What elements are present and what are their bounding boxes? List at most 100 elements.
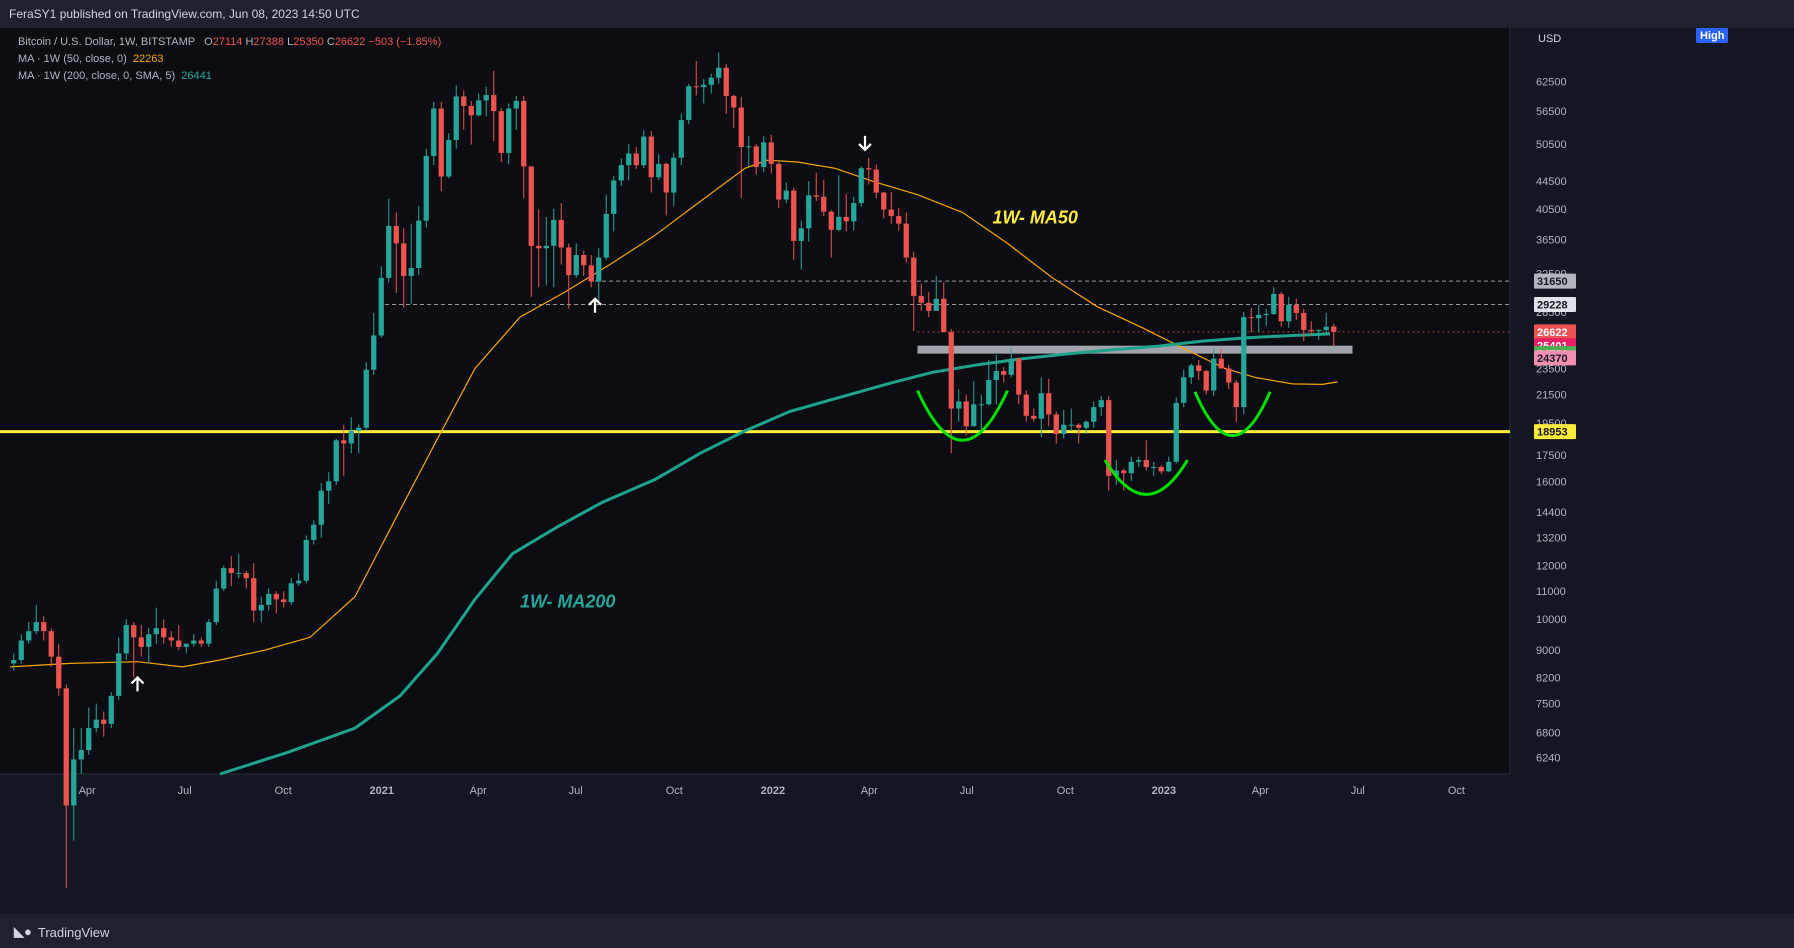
candle-body bbox=[843, 216, 849, 222]
candle-body bbox=[213, 588, 219, 623]
price-axis-panel bbox=[1510, 28, 1794, 914]
candle-body bbox=[791, 190, 797, 241]
candle bbox=[978, 394, 984, 433]
candle-body bbox=[521, 100, 527, 167]
candle bbox=[393, 212, 399, 293]
candle bbox=[1076, 423, 1082, 444]
candle bbox=[116, 637, 122, 700]
mode-badge-label: High bbox=[1700, 30, 1725, 42]
brand-name: TradingView bbox=[37, 924, 110, 940]
candle bbox=[1136, 456, 1142, 467]
candle-body bbox=[378, 277, 384, 336]
candle bbox=[866, 157, 872, 185]
candle-body bbox=[626, 153, 632, 166]
candle-body bbox=[693, 86, 699, 88]
candle bbox=[356, 424, 362, 454]
candle bbox=[686, 83, 692, 125]
candle-body bbox=[1218, 358, 1224, 369]
published-info: FeraSY1 published on TradingView.com, Ju… bbox=[9, 7, 360, 21]
x-tick-label: 2021 bbox=[370, 785, 394, 797]
y-tick-label: 62500 bbox=[1536, 76, 1567, 88]
candle-body bbox=[648, 136, 654, 178]
candle-body bbox=[746, 146, 752, 148]
candle-body bbox=[618, 165, 624, 181]
price-label-bg bbox=[1534, 350, 1576, 366]
price-chart[interactable]: 1W- MA50 1W- MA200 62500 56500 50500 44500 405… bbox=[0, 28, 1794, 914]
candle-body bbox=[476, 100, 482, 116]
candle-body bbox=[1098, 400, 1104, 408]
candle bbox=[851, 196, 857, 231]
candle bbox=[1331, 323, 1337, 347]
price-label-value: 31650 bbox=[1537, 276, 1568, 288]
candle bbox=[663, 162, 669, 216]
candle bbox=[1293, 298, 1299, 321]
candle-body bbox=[311, 524, 317, 540]
candle-body bbox=[453, 96, 459, 141]
candle-body bbox=[108, 695, 114, 724]
candle-body bbox=[288, 583, 294, 603]
y-tick-label: 7500 bbox=[1536, 699, 1560, 711]
candle-body bbox=[1226, 368, 1232, 383]
candle-body bbox=[138, 637, 144, 647]
candle bbox=[1316, 329, 1322, 340]
candle-body bbox=[1151, 466, 1157, 468]
close-label: C bbox=[326, 36, 335, 48]
candle-body bbox=[483, 94, 489, 101]
candle bbox=[476, 93, 482, 117]
legend-ma50-row[interactable]: MA · 1W (50, close, 0) 22263 bbox=[18, 51, 441, 68]
candle bbox=[161, 619, 167, 644]
candle-body bbox=[926, 302, 932, 311]
candle bbox=[266, 588, 272, 611]
candle bbox=[333, 438, 339, 485]
candle-body bbox=[93, 719, 99, 729]
ma50-label: MA · 1W (50, close, 0) bbox=[18, 53, 127, 65]
candle-body bbox=[723, 67, 729, 96]
y-tick-label: 21500 bbox=[1536, 390, 1567, 402]
y-tick-label: 56500 bbox=[1536, 106, 1567, 118]
legend-ma200-row[interactable]: MA · 1W (200, close, 0, SMA, 5) 26441 bbox=[18, 68, 441, 85]
candle-body bbox=[1016, 358, 1022, 395]
candle-body bbox=[416, 220, 422, 268]
candle bbox=[468, 100, 474, 145]
change-value: −503 (−1.85%) bbox=[368, 36, 442, 48]
y-tick-label: 10000 bbox=[1536, 614, 1567, 626]
y-tick-label: 13200 bbox=[1536, 533, 1567, 545]
candle bbox=[1301, 308, 1307, 342]
candle-body bbox=[408, 267, 414, 277]
currency-label: USD bbox=[1538, 33, 1561, 45]
low-value: 25350 bbox=[293, 36, 324, 48]
candle-body bbox=[776, 163, 782, 200]
candle-body bbox=[783, 190, 789, 200]
candle-body bbox=[1286, 304, 1292, 322]
candle-body bbox=[1061, 424, 1067, 434]
candle-body bbox=[221, 568, 227, 589]
candle-body bbox=[393, 225, 399, 244]
candle bbox=[1061, 410, 1067, 439]
candle bbox=[1106, 395, 1112, 491]
candle bbox=[1158, 465, 1164, 475]
tradingview-brand[interactable]: ◣● TradingView bbox=[14, 924, 109, 940]
candle-body bbox=[236, 573, 242, 575]
candle bbox=[588, 254, 594, 288]
candle bbox=[1218, 349, 1224, 369]
candle bbox=[1121, 468, 1127, 491]
symbol-name: Bitcoin / U.S. Dollar, 1W, BITSTAMP bbox=[18, 36, 195, 48]
arrow-marker bbox=[858, 135, 872, 152]
y-tick-label: 9000 bbox=[1536, 645, 1560, 657]
ma50-value: 22263 bbox=[132, 53, 164, 65]
candle bbox=[1196, 359, 1202, 380]
x-tick-label: Oct bbox=[275, 785, 292, 797]
candle bbox=[288, 578, 294, 605]
candle-body bbox=[1271, 293, 1277, 314]
candle-body bbox=[641, 136, 647, 166]
candle-body bbox=[356, 427, 362, 431]
open-label: O bbox=[204, 36, 213, 48]
candle bbox=[273, 591, 279, 614]
candle bbox=[401, 228, 407, 308]
candle bbox=[63, 684, 69, 889]
candle-body bbox=[896, 216, 902, 224]
candle bbox=[506, 103, 512, 165]
ma50-line bbox=[9, 159, 1338, 668]
candle bbox=[941, 282, 947, 333]
candle-body bbox=[528, 166, 534, 246]
